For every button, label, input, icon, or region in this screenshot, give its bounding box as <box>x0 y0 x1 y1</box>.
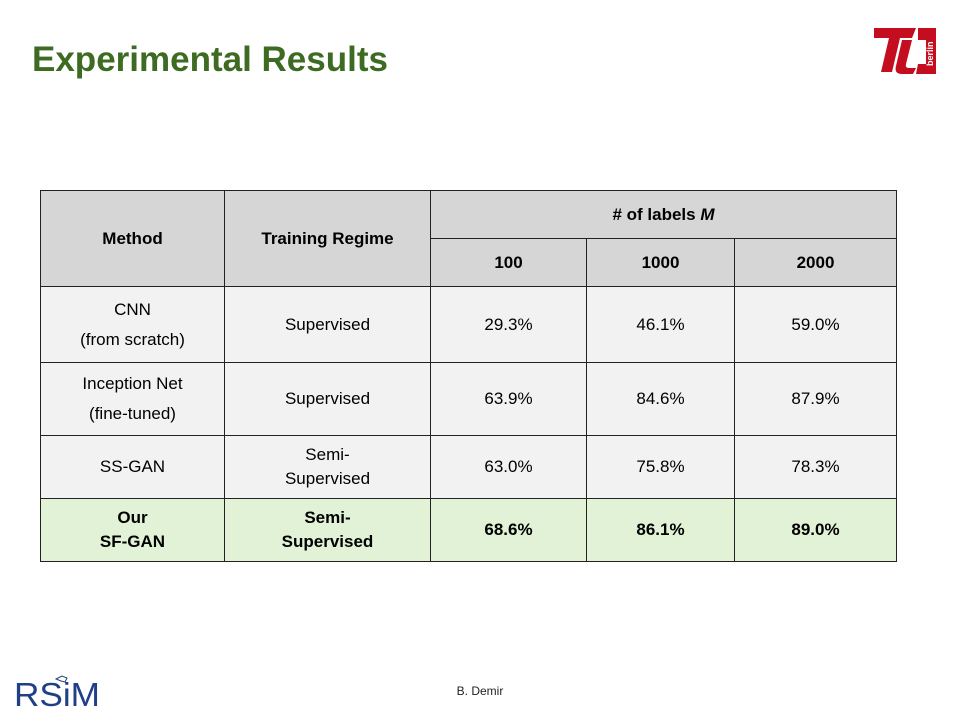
table-row: CNN (from scratch) Supervised 29.3% 46.1%… <box>40 286 897 363</box>
cell-value: 78.3% <box>734 435 897 499</box>
results-table: Method Training Regime # of labels M 100… <box>40 190 897 562</box>
table-row: SS-GAN Semi- Supervised 63.0% 75.8% 78.3% <box>40 435 897 499</box>
cell-regime: Supervised <box>224 286 431 363</box>
tu-berlin-logo: berlin <box>874 28 936 74</box>
rsim-logo: RSiM <box>14 675 100 712</box>
tu-logo-text: berlin <box>925 41 935 66</box>
cell-method: CNN (from scratch) <box>40 286 225 363</box>
cell-value: 87.9% <box>734 362 897 436</box>
cell-value: 84.6% <box>586 362 735 436</box>
table-row: Inception Net (fine-tuned) Supervised 63.… <box>40 362 897 436</box>
cell-value: 29.3% <box>430 286 587 363</box>
cell-value: 63.0% <box>430 435 587 499</box>
header-size-2000: 2000 <box>734 238 897 287</box>
cell-regime: Semi- Supervised <box>224 435 431 499</box>
cell-value: 68.6% <box>430 498 587 562</box>
header-size-1000: 1000 <box>586 238 735 287</box>
cell-value: 75.8% <box>586 435 735 499</box>
cell-value: 86.1% <box>586 498 735 562</box>
cell-method: Our SF-GAN <box>40 498 225 562</box>
header-size-100: 100 <box>430 238 587 287</box>
cell-method: SS-GAN <box>40 435 225 499</box>
cell-value: 63.9% <box>430 362 587 436</box>
slide-title: Experimental Results <box>32 40 388 79</box>
header-method: Method <box>40 190 225 287</box>
header-labels-prefix: # of labels <box>612 204 701 224</box>
rsim-logo-text: RSiM <box>14 676 100 712</box>
footer-author: B. Demir <box>456 684 504 698</box>
table-row-highlight: Our SF-GAN Semi- Supervised 68.6% 86.1% 89… <box>40 498 897 562</box>
header-labels-var: M <box>700 204 715 224</box>
cell-value: 59.0% <box>734 286 897 363</box>
cell-value: 89.0% <box>734 498 897 562</box>
cell-regime: Supervised <box>224 362 431 436</box>
header-num-labels: # of labels M <box>430 190 897 239</box>
header-training-regime: Training Regime <box>224 190 431 287</box>
cell-regime: Semi- Supervised <box>224 498 431 562</box>
cell-method: Inception Net (fine-tuned) <box>40 362 225 436</box>
cell-value: 46.1% <box>586 286 735 363</box>
